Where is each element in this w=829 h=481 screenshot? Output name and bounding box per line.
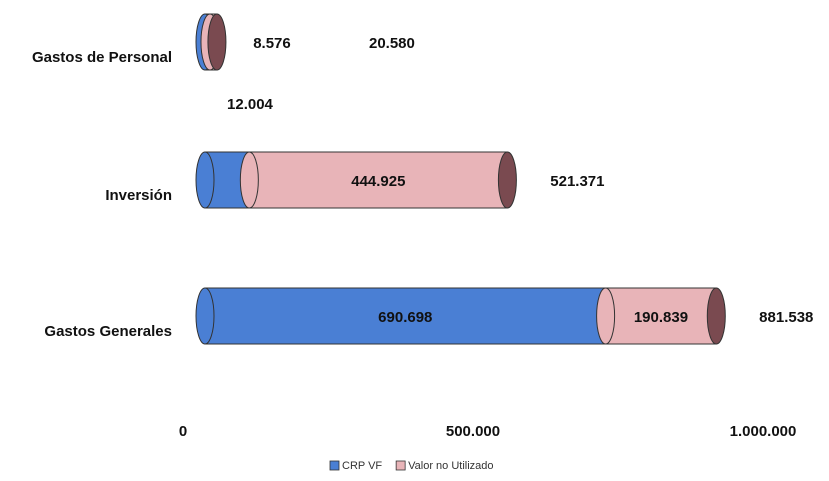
value-label: 8.576 (253, 35, 291, 52)
value-label: 690.698 (378, 309, 432, 326)
bar-cap (195, 151, 215, 209)
category-label: Gastos de Personal (32, 49, 172, 66)
total-label: 521.371 (550, 173, 604, 190)
category-label: Inversión (105, 187, 172, 204)
value-label: 190.839 (634, 309, 688, 326)
category-label: Gastos Generales (44, 323, 172, 340)
total-label: 20.580 (369, 35, 415, 52)
bar-end (706, 287, 726, 345)
legend-label: Valor no Utilizado (408, 460, 493, 472)
bar-end (207, 13, 227, 71)
x-tick-label: 0 (179, 423, 187, 440)
value-label: 444.925 (351, 173, 405, 190)
bar-cap (239, 151, 259, 209)
bar-segment (195, 287, 607, 345)
bar-cap (596, 287, 616, 345)
legend-swatch (329, 460, 340, 471)
total-label: 881.538 (759, 309, 813, 326)
legend-swatch (395, 460, 406, 471)
bar-end (497, 151, 517, 209)
bar-cap (195, 287, 215, 345)
bar-segment (596, 287, 717, 345)
x-tick-label: 500.000 (446, 423, 500, 440)
value-label: 12.004 (227, 96, 274, 113)
x-tick-label: 1.000.000 (730, 423, 797, 440)
legend-label: CRP VF (342, 460, 382, 472)
